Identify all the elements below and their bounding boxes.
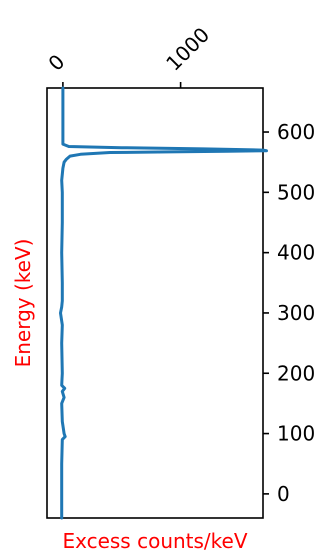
y-axis: 0 100 200 300 400 500 600 bbox=[263, 120, 315, 506]
x-tick-label: 0 bbox=[43, 50, 69, 76]
y-axis-label: Energy (keV) bbox=[11, 239, 35, 368]
y-tick-label: 0 bbox=[277, 482, 290, 506]
x-axis-label: Excess counts/keV bbox=[62, 529, 247, 553]
y-tick-label: 400 bbox=[277, 241, 315, 265]
plot-frame bbox=[46, 87, 264, 519]
x-tick-label: 1000 bbox=[161, 23, 214, 76]
y-tick-label: 300 bbox=[277, 301, 315, 325]
y-tick-label: 600 bbox=[277, 120, 315, 144]
y-tick-label: 500 bbox=[277, 180, 315, 204]
energy-spectrum-line bbox=[59, 86, 268, 520]
y-tick-label: 200 bbox=[277, 361, 315, 385]
y-tick-label: 100 bbox=[277, 422, 315, 446]
x-axis: 0 1000 bbox=[43, 23, 214, 88]
